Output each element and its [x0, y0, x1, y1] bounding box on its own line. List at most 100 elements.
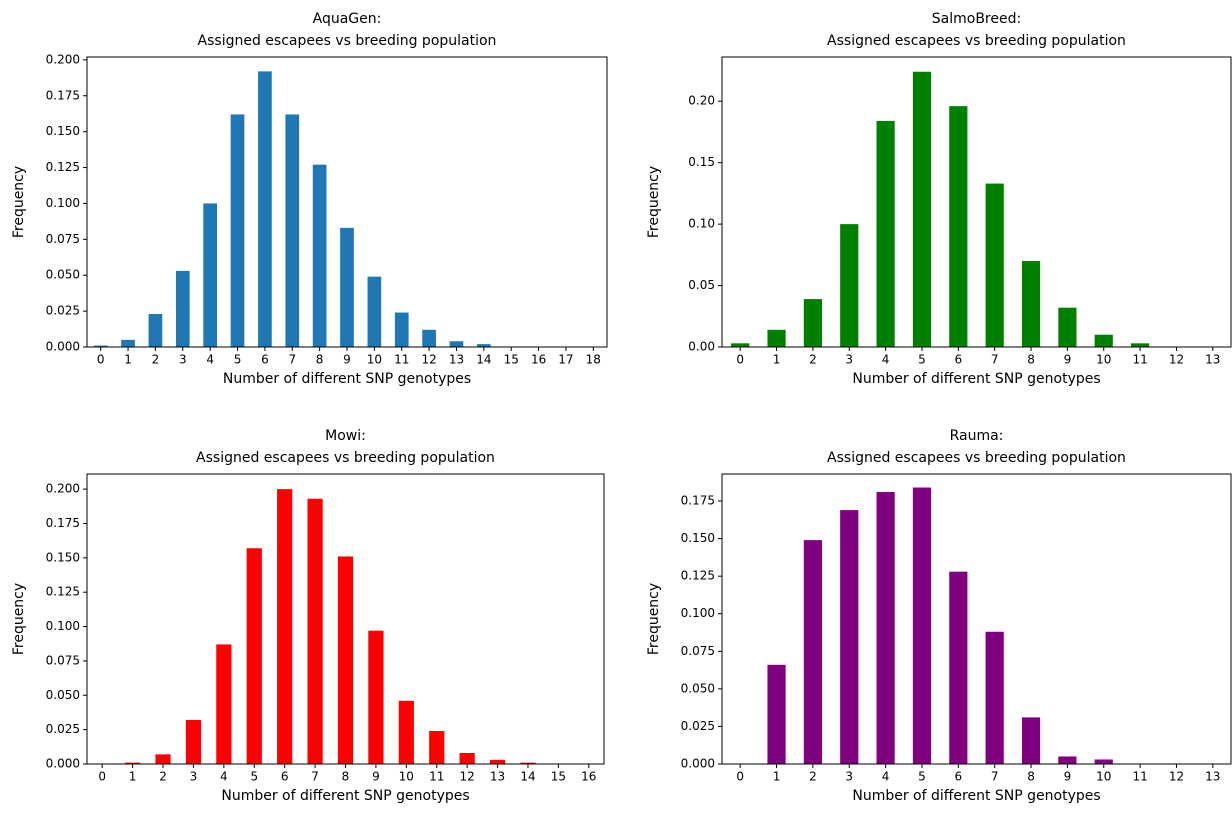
x-tick-label: 8	[1027, 770, 1035, 784]
y-tick-label: 0.125	[46, 585, 80, 599]
x-tick-label: 6	[261, 353, 269, 367]
bar	[398, 700, 414, 764]
x-tick-label: 7	[991, 353, 999, 367]
x-tick-label: 6	[955, 353, 963, 367]
y-tick-label: 0.00	[688, 340, 715, 354]
bar	[125, 762, 141, 764]
y-tick-label: 0.150	[681, 531, 715, 545]
x-tick-label: 11	[1132, 770, 1147, 784]
x-tick-label: 1	[129, 770, 137, 784]
y-axis-label: Frequency	[11, 166, 27, 238]
bar	[949, 106, 968, 347]
x-tick-label: 16	[581, 770, 596, 784]
y-tick-label: 0.10	[688, 217, 715, 231]
chart-subtitle: Assigned escapees vs breeding population	[827, 450, 1126, 466]
x-tick-label: 12	[460, 770, 475, 784]
y-tick-label: 0.125	[46, 160, 80, 174]
bar	[876, 492, 895, 764]
y-tick-label: 0.20	[688, 94, 715, 108]
x-tick-label: 9	[343, 353, 351, 367]
bar	[285, 114, 300, 347]
bar	[368, 630, 384, 764]
bar	[367, 276, 382, 347]
x-tick-label: 1	[773, 353, 781, 367]
x-tick-label: 5	[250, 770, 258, 784]
axes-frame	[86, 56, 608, 348]
x-tick-label: 13	[449, 353, 464, 367]
y-tick-label: 0.175	[46, 516, 80, 530]
x-tick-label: 5	[918, 353, 926, 367]
bar	[803, 299, 822, 347]
bar	[340, 227, 354, 347]
chart-title: AquaGen:	[313, 11, 382, 27]
bar	[93, 345, 108, 347]
bar	[489, 759, 506, 764]
y-tick-label: 0.05	[688, 278, 715, 292]
x-tick-label: 17	[558, 353, 573, 367]
y-tick-label: 0.050	[46, 268, 80, 282]
x-tick-label: 0	[736, 353, 744, 367]
bar	[1021, 260, 1041, 347]
x-axis-label: Number of different SNP genotypes	[221, 788, 469, 804]
bar	[203, 203, 217, 347]
y-tick-label: 0.175	[681, 494, 715, 508]
bar	[337, 556, 354, 764]
x-tick-label: 7	[311, 770, 319, 784]
x-tick-label: 11	[394, 353, 409, 367]
bar	[121, 339, 135, 347]
y-tick-label: 0.025	[46, 722, 80, 736]
x-tick-label: 10	[1096, 353, 1111, 367]
chart-subtitle: Assigned escapees vs breeding population	[827, 33, 1126, 49]
x-axis-label: Number of different SNP genotypes	[852, 371, 1100, 387]
x-tick-label: 18	[586, 353, 601, 367]
y-tick-label: 0.200	[46, 482, 80, 496]
x-tick-label: 10	[367, 353, 382, 367]
y-tick-label: 0.000	[46, 757, 80, 771]
x-tick-label: 8	[342, 770, 350, 784]
x-tick-label: 2	[809, 770, 817, 784]
x-tick-label: 0	[98, 770, 106, 784]
y-tick-label: 0.200	[46, 52, 80, 66]
bar	[767, 329, 786, 347]
axes-frame	[721, 56, 1232, 348]
axes-frame	[86, 473, 605, 765]
bar	[246, 548, 262, 764]
y-tick-label: 0.075	[46, 653, 80, 667]
y-tick-label: 0.15	[688, 155, 715, 169]
x-tick-label: 3	[845, 353, 853, 367]
x-tick-label: 2	[152, 353, 160, 367]
bar	[477, 344, 491, 347]
x-tick-label: 6	[281, 770, 289, 784]
bar	[840, 510, 859, 764]
x-tick-label: 1	[124, 353, 132, 367]
bar	[1131, 343, 1150, 347]
x-tick-label: 8	[1027, 353, 1035, 367]
x-tick-label: 12	[1169, 770, 1184, 784]
y-tick-label: 0.125	[681, 569, 715, 583]
x-tick-label: 2	[809, 353, 817, 367]
x-tick-label: 2	[159, 770, 167, 784]
y-tick-label: 0.000	[681, 757, 715, 771]
bar	[1021, 717, 1041, 764]
x-tick-label: 6	[955, 770, 963, 784]
bar	[840, 224, 859, 347]
bar	[258, 71, 272, 347]
x-tick-label: 9	[1064, 770, 1072, 784]
bar	[459, 753, 475, 764]
bar	[155, 754, 171, 764]
x-tick-label: 0	[97, 353, 105, 367]
bar	[731, 343, 750, 347]
x-tick-label: 10	[1096, 770, 1111, 784]
x-tick-label: 10	[399, 770, 414, 784]
x-tick-label: 3	[190, 770, 198, 784]
x-tick-label: 5	[234, 353, 242, 367]
bar	[1058, 756, 1077, 764]
x-tick-label: 9	[1064, 353, 1072, 367]
x-axis-label: Number of different SNP genotypes	[223, 371, 471, 387]
x-tick-label: 4	[882, 353, 890, 367]
x-tick-label: 3	[179, 353, 187, 367]
chart-title: Mowi:	[325, 428, 366, 444]
x-tick-label: 5	[918, 770, 926, 784]
bar	[185, 720, 202, 764]
x-tick-label: 11	[1132, 353, 1147, 367]
